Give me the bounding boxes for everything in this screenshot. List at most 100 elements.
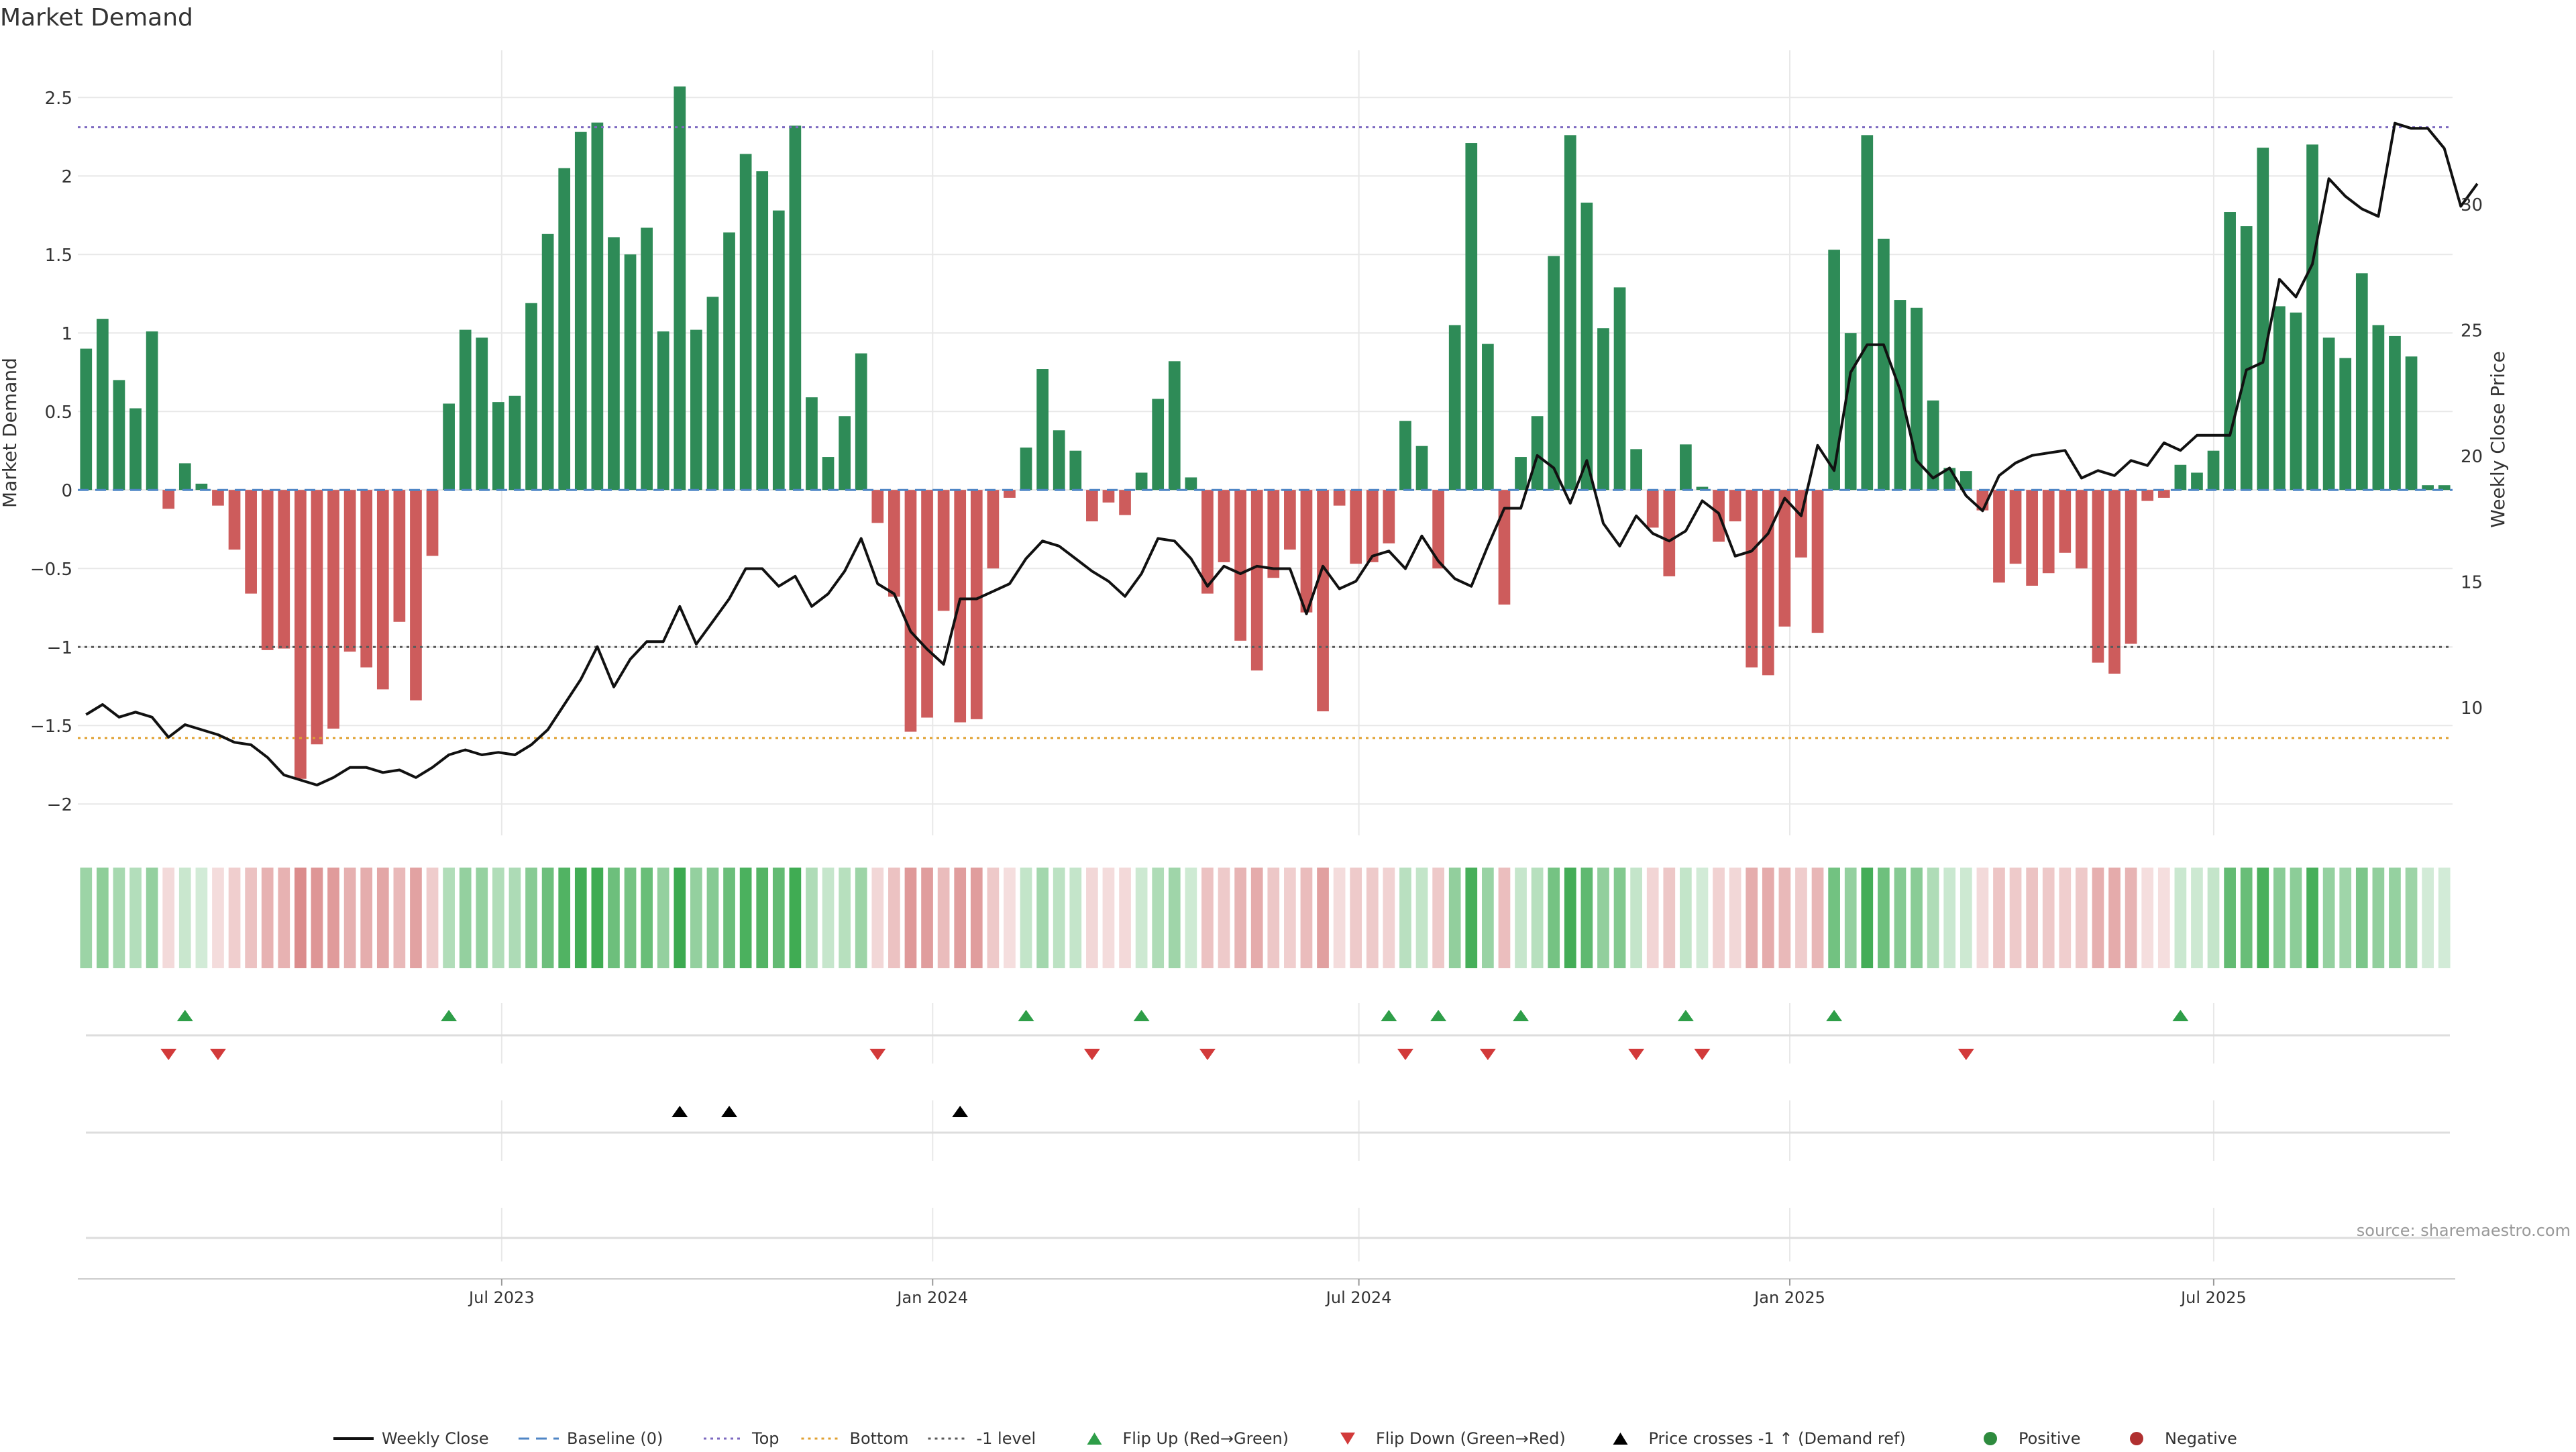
price-cross-marker — [672, 1106, 688, 1117]
heat-cell-positive — [541, 868, 554, 968]
negative-bar — [2141, 490, 2154, 501]
heat-cell-negative — [1432, 868, 1444, 968]
heat-cell-negative — [1333, 868, 1346, 968]
positive-bar — [1415, 446, 1428, 490]
negative-bar — [1993, 490, 2005, 583]
heat-cell-positive — [624, 868, 637, 968]
positive-bar — [1531, 416, 1544, 490]
heat-cell-positive — [2355, 868, 2368, 968]
heat-cell-negative — [1201, 868, 1214, 968]
heat-cell-negative — [1663, 868, 1676, 968]
positive-bar — [608, 237, 620, 490]
heat-cell-negative — [1350, 868, 1362, 968]
negative-bar — [1729, 490, 1741, 521]
heat-cell-positive — [739, 868, 752, 968]
positive-bar — [1597, 328, 1609, 490]
y2-tick-label: 25 — [2461, 321, 2483, 341]
heat-cell-negative — [228, 868, 241, 968]
negative-bar — [311, 490, 323, 745]
heat-cell-negative — [1729, 868, 1741, 968]
negative-bar — [937, 490, 950, 611]
positive-bar — [2389, 335, 2401, 490]
heat-cell-positive — [806, 868, 818, 968]
heat-cell-negative — [1218, 868, 1230, 968]
positive-bar — [723, 232, 735, 490]
y-tick-label: −2 — [47, 795, 72, 815]
negative-bar — [162, 490, 175, 509]
flip-up-marker — [1826, 1010, 1843, 1021]
x-axis: Jul 2023 Jan 2024 Jul 2024 Jan 2025 Jul 2025 — [78, 1278, 2455, 1307]
heat-cell-positive — [772, 868, 785, 968]
positive-bar — [541, 234, 554, 490]
heat-cell-positive — [1448, 868, 1461, 968]
negative-bar — [1234, 490, 1246, 641]
negative-bar — [2092, 490, 2104, 663]
legend-label: Flip Down (Green→Red) — [1376, 1429, 1566, 1448]
legend-item: Weekly Close — [333, 1429, 489, 1448]
legend-swatch — [1340, 1433, 1355, 1445]
heat-cell-negative — [1317, 868, 1329, 968]
positive-bar — [1960, 471, 1972, 490]
grid-layer — [78, 50, 2453, 835]
heat-cell-positive — [146, 868, 158, 968]
positive-bar — [492, 402, 504, 490]
heat-cell-positive — [443, 868, 455, 968]
heat-cell-negative — [1383, 868, 1395, 968]
positive-bar — [525, 303, 537, 490]
legend-item: -1 level — [928, 1429, 1036, 1448]
heat-cell-negative — [1498, 868, 1511, 968]
heat-cell-positive — [839, 868, 851, 968]
legend-item: Flip Down (Green→Red) — [1340, 1429, 1566, 1448]
positive-bar — [2438, 485, 2451, 490]
legend-label: Price crosses -1 ↑ (Demand ref) — [1649, 1429, 1906, 1448]
heat-cell-negative — [261, 868, 274, 968]
heat-cell-positive — [2207, 868, 2220, 968]
negative-bar — [1333, 490, 1346, 506]
positive-bar — [739, 154, 752, 490]
positive-bar — [1861, 135, 1874, 490]
negative-bar — [261, 490, 274, 650]
positive-bar — [1482, 344, 1494, 490]
negative-bar — [327, 490, 339, 729]
positive-bar — [2306, 144, 2318, 490]
positive-bar — [1878, 238, 1890, 490]
flip-marker-panel — [86, 1003, 2450, 1064]
heat-cell-negative — [1762, 868, 1774, 968]
y2-tick-label: 30 — [2461, 195, 2483, 215]
heat-cell-positive — [1020, 868, 1032, 968]
heat-cell-negative — [1746, 868, 1758, 968]
heat-cell-positive — [1878, 868, 1890, 968]
negative-bar — [1778, 490, 1791, 627]
legend-item: Bottom — [801, 1429, 909, 1448]
positive-bar — [2290, 312, 2302, 490]
positive-bar — [2240, 226, 2253, 490]
positive-bar — [97, 319, 109, 490]
legend-swatch — [1087, 1433, 1102, 1445]
negative-bar — [1267, 490, 1280, 578]
heat-cell-negative — [2026, 868, 2038, 968]
y-tick-label: −1 — [47, 638, 72, 658]
heat-cell-positive — [1036, 868, 1049, 968]
flip-down-marker — [869, 1049, 886, 1060]
legend-label: -1 level — [977, 1429, 1036, 1448]
x-tick-label: Jan 2024 — [896, 1288, 968, 1307]
heat-cell-negative — [1102, 868, 1115, 968]
negative-bar — [970, 490, 983, 719]
price-cross-marker — [952, 1106, 969, 1117]
flip-up-marker — [176, 1010, 193, 1021]
flip-down-marker — [1083, 1049, 1100, 1060]
negative-bar — [1746, 490, 1758, 668]
positive-bar — [558, 168, 571, 490]
positive-bar — [1911, 307, 1923, 490]
heat-cell-positive — [113, 868, 125, 968]
heat-cell-negative — [1646, 868, 1659, 968]
heat-cell-negative — [1267, 868, 1280, 968]
heat-cell-positive — [1960, 868, 1972, 968]
heat-cell-positive — [2224, 868, 2236, 968]
negative-bar — [1663, 490, 1676, 576]
negative-bar — [1218, 490, 1230, 562]
heat-cell-positive — [1152, 868, 1165, 968]
heat-cell-positive — [2389, 868, 2401, 968]
positive-bar — [1135, 472, 1148, 490]
heat-cell-positive — [2257, 868, 2269, 968]
